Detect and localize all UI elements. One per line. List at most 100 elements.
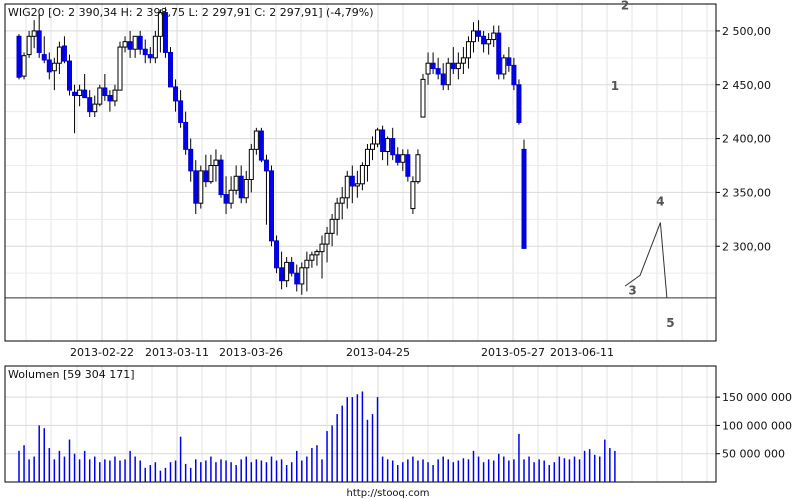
x-tick-label: 2013-03-26 <box>219 346 283 359</box>
candle-body-down <box>102 87 108 97</box>
candle-body-up <box>208 165 214 183</box>
candle-body-down <box>349 175 355 187</box>
candle-body-down <box>193 170 199 204</box>
candle-body-up <box>491 32 497 41</box>
candle <box>359 162 365 191</box>
candle-body-down <box>137 35 143 50</box>
candle <box>339 187 345 220</box>
price-panel-frame <box>4 3 717 342</box>
candle <box>364 143 370 182</box>
candle <box>304 251 310 292</box>
candle <box>506 47 512 72</box>
candle <box>87 90 93 118</box>
candle-body-down <box>61 45 67 62</box>
candle-body-down <box>395 154 401 163</box>
candle <box>349 165 355 204</box>
candle-body-up <box>26 35 32 56</box>
candle <box>455 52 461 80</box>
candle <box>430 52 436 74</box>
candle <box>56 41 62 74</box>
candle <box>395 147 401 166</box>
candle-body-down <box>481 35 487 45</box>
candle-body-down <box>521 148 527 249</box>
volume-panel-frame <box>4 365 717 483</box>
candle-body-down <box>36 30 42 53</box>
candle <box>314 249 320 266</box>
candle <box>450 47 456 74</box>
candle <box>137 30 143 55</box>
candle-body-down <box>87 97 93 113</box>
volume-bars <box>18 391 616 482</box>
y-tick-label: 2 400,00 <box>722 133 771 146</box>
candle <box>400 149 406 171</box>
candle-body-down <box>41 54 47 61</box>
candle <box>370 136 375 161</box>
candle-body-down <box>107 95 113 102</box>
candle <box>82 73 88 99</box>
candle-body-up <box>445 62 451 86</box>
candle-body-up <box>228 189 234 204</box>
candle <box>354 170 360 198</box>
candle-body-down <box>294 272 300 285</box>
candle-body-up <box>364 148 370 167</box>
candle <box>279 251 285 290</box>
candle <box>445 57 451 91</box>
candle <box>188 138 194 182</box>
wave-label: 3 <box>628 284 636 298</box>
candle-body-down <box>511 64 517 86</box>
y-tick-label: 2 300,00 <box>722 240 771 253</box>
candle <box>51 57 57 91</box>
candle <box>102 73 108 101</box>
candle-body-down <box>274 240 280 269</box>
candle <box>274 235 280 274</box>
candle-body-up <box>385 138 391 153</box>
candle <box>486 33 492 55</box>
wave-projection-line <box>624 222 668 298</box>
candle-body-down <box>506 57 512 66</box>
candle <box>112 84 118 107</box>
candle-body-down <box>127 41 133 50</box>
candle <box>107 90 113 112</box>
y-tick-label: 2 450,00 <box>722 79 771 92</box>
candle <box>471 22 476 53</box>
vol-tick-label: 150 000 000 <box>722 391 792 404</box>
candle <box>152 30 158 64</box>
y-tick-label: 2 500,00 <box>722 25 771 38</box>
volume-legend: Wolumen [59 304 171] <box>8 368 135 381</box>
wave-overlay: 1 2 3 4 5 <box>611 0 675 330</box>
candle <box>238 165 244 204</box>
candle-body-up <box>299 267 305 285</box>
candle <box>183 111 189 155</box>
candle-body-down <box>238 175 244 199</box>
candle <box>162 7 168 58</box>
candle <box>405 149 411 182</box>
candle <box>299 262 305 295</box>
candle-body-down <box>67 60 72 91</box>
candle <box>501 54 507 80</box>
candle-body-up <box>253 130 259 150</box>
candle <box>253 127 259 155</box>
candle <box>410 176 416 214</box>
candle <box>203 154 209 188</box>
x-tick-label: 2013-04-25 <box>346 346 410 359</box>
candle-body-up <box>460 57 466 64</box>
candle <box>516 79 522 125</box>
candle <box>289 257 295 277</box>
vol-tick-label: 100 000 000 <box>722 419 792 432</box>
candle <box>319 235 325 279</box>
candle-body-up <box>420 78 426 118</box>
y-tick-label: 2 350,00 <box>722 186 771 199</box>
candle <box>294 264 300 292</box>
candle-body-down <box>46 59 52 73</box>
candle <box>157 9 163 53</box>
candle-body-up <box>375 129 381 145</box>
candle <box>41 36 47 64</box>
candle-body-down <box>142 48 148 56</box>
candle <box>324 226 330 263</box>
candle-body-up <box>370 143 375 150</box>
candle <box>334 197 340 236</box>
candle-body-down <box>440 73 446 86</box>
candle-body-down <box>183 121 189 150</box>
x-tick-label: 2013-03-11 <box>145 346 209 359</box>
